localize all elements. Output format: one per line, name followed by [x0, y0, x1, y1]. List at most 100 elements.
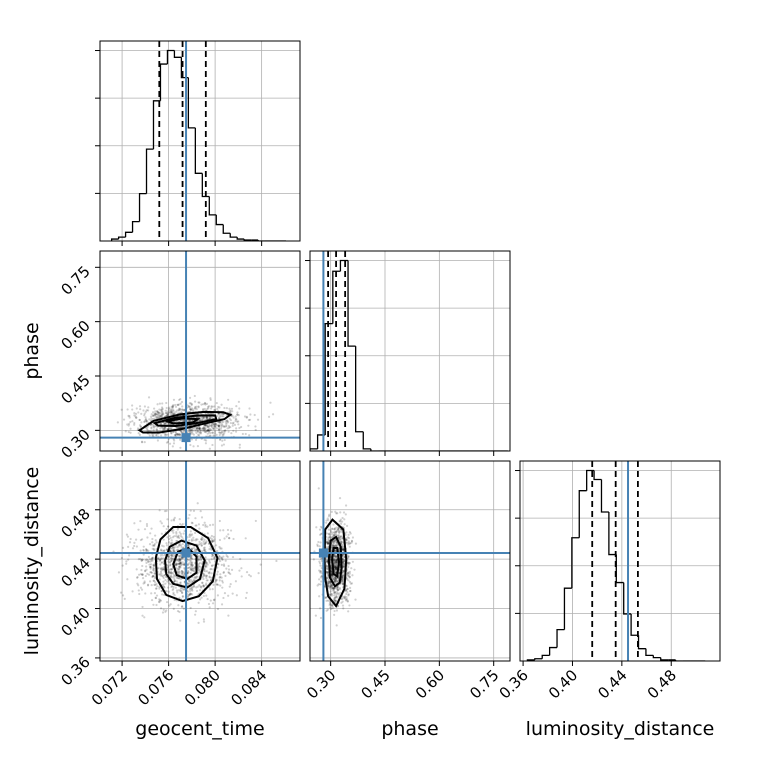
sample-point — [344, 539, 348, 542]
sample-point — [345, 599, 348, 602]
sample-point — [155, 541, 158, 544]
sample-point — [167, 560, 170, 563]
sample-point — [220, 425, 223, 428]
sample-point — [168, 561, 171, 564]
sample-point — [325, 541, 328, 544]
sample-point — [176, 433, 180, 437]
sample-point — [177, 535, 180, 538]
sample-point — [161, 557, 165, 560]
sample-point — [326, 560, 329, 563]
sample-point — [327, 578, 330, 582]
sample-point — [332, 534, 335, 537]
sample-point — [206, 429, 209, 432]
sample-point — [326, 559, 329, 562]
sample-point — [199, 598, 202, 601]
sample-point — [176, 409, 179, 412]
sample-point — [178, 610, 181, 614]
sample-point — [138, 418, 141, 422]
sample-point — [330, 569, 333, 573]
sample-point — [334, 564, 337, 568]
sample-point — [190, 539, 193, 542]
sample-point — [217, 563, 220, 566]
sample-point — [202, 403, 205, 406]
sample-point — [334, 566, 338, 569]
sample-point — [225, 407, 228, 410]
sample-point — [350, 539, 354, 542]
sample-point — [189, 567, 193, 571]
sample-point — [190, 569, 193, 572]
sample-point — [202, 547, 206, 550]
sample-point — [171, 541, 174, 544]
sample-point — [145, 419, 148, 422]
sample-point — [221, 579, 224, 582]
histogram-bin — [229, 233, 238, 238]
sample-point — [346, 600, 349, 603]
sample-point — [196, 429, 199, 432]
sample-point — [176, 558, 179, 562]
sample-point — [205, 418, 208, 421]
sample-point — [238, 569, 241, 572]
sample-point — [328, 513, 331, 516]
sample-point — [177, 432, 180, 436]
sample-point — [136, 575, 139, 579]
sample-point — [168, 604, 171, 607]
sample-point — [221, 439, 224, 442]
sample-point — [339, 591, 342, 594]
sample-point — [192, 445, 195, 448]
sample-point — [336, 592, 339, 595]
sample-point — [331, 585, 334, 588]
sample-point — [202, 416, 206, 419]
sample-point — [191, 561, 194, 564]
sample-point — [341, 575, 344, 578]
sample-point — [187, 566, 190, 569]
sample-point — [330, 584, 333, 587]
sample-point — [225, 419, 229, 422]
sample-point — [166, 567, 170, 570]
sample-point — [214, 544, 218, 547]
sample-point — [173, 433, 177, 437]
sample-point — [331, 586, 334, 590]
sample-point — [340, 541, 344, 544]
sample-point — [134, 416, 138, 419]
sample-point — [342, 550, 345, 553]
sample-point — [204, 424, 207, 427]
sample-point — [166, 580, 169, 583]
sample-point — [200, 562, 203, 565]
sample-point — [189, 565, 192, 569]
sample-point — [202, 584, 205, 587]
sample-point — [244, 432, 247, 436]
sample-point — [341, 547, 344, 550]
sample-point — [138, 405, 142, 408]
sample-point — [210, 579, 213, 582]
sample-point — [335, 580, 338, 583]
sample-point — [271, 413, 275, 416]
sample-point — [191, 522, 194, 525]
sample-point — [204, 556, 207, 559]
sample-point — [182, 419, 185, 423]
sample-point — [218, 406, 221, 409]
sample-point — [237, 413, 240, 417]
sample-point — [350, 567, 353, 570]
sample-point — [188, 407, 192, 411]
sample-point — [170, 568, 174, 571]
sample-point — [189, 408, 193, 411]
sample-point — [218, 425, 221, 429]
sample-point — [170, 409, 173, 412]
x-axis-label-luminosity_distance: luminosity_distance — [526, 718, 715, 740]
sample-point — [210, 417, 213, 420]
sample-point — [155, 582, 158, 586]
sample-point — [192, 409, 195, 412]
sample-point — [203, 430, 206, 434]
sample-point — [330, 586, 333, 589]
sample-point — [317, 487, 320, 490]
sample-point — [333, 566, 336, 570]
sample-point — [142, 548, 145, 552]
sample-point — [182, 419, 185, 423]
sample-point — [178, 531, 181, 534]
sample-point — [169, 411, 173, 414]
sample-point — [223, 406, 226, 410]
histogram-bin — [117, 236, 126, 240]
sample-point — [156, 410, 159, 413]
sample-point — [139, 408, 142, 411]
sample-point — [176, 433, 179, 436]
